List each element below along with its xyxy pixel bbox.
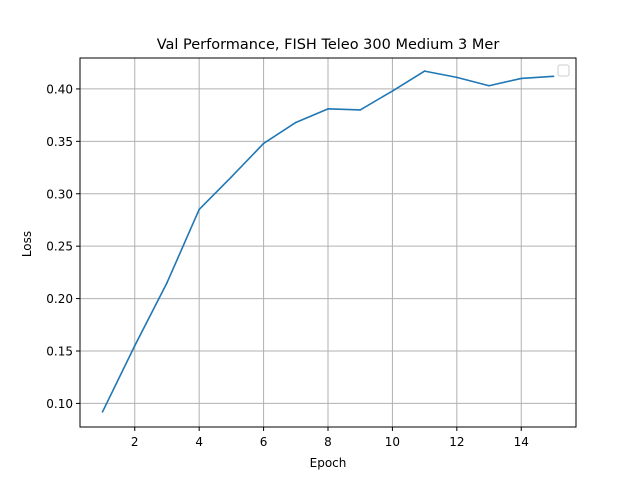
y-tick-label: 0.10 [46,397,73,411]
y-tick-label: 0.30 [46,187,73,201]
y-axis-label: Loss [20,231,34,257]
data-point [359,109,362,111]
grid [80,58,576,427]
data-point [166,282,168,284]
x-tick-label: 4 [195,435,203,449]
y-tick-label: 0.35 [46,135,73,149]
data-point [101,411,104,413]
data-point [488,84,490,87]
data-point [262,142,265,145]
data-point [327,108,329,110]
x-tick-label: 10 [385,435,400,449]
x-axis-label: Epoch [310,456,347,470]
data-point [456,76,458,79]
x-tick-label: 6 [260,435,268,449]
data-point [230,176,233,178]
chart-title: Val Performance, FISH Teleo 300 Medium 3… [157,37,500,53]
data-point [294,121,297,124]
y-tick-label: 0.25 [46,240,73,254]
x-tick-label: 2 [131,435,139,449]
data-point [520,77,523,80]
legend-box [557,64,570,77]
x-tick-label: 12 [449,435,464,449]
x-tick-label: 14 [514,435,529,449]
data-point [552,75,555,78]
ticks: 2 4 6 8 10 12 14 0.10 0.15 0.20 0.25 0.30 0.35 0.40 [46,82,529,449]
data-point [423,70,426,72]
y-tick-label: 0.40 [46,82,73,96]
x-tick-label: 8 [324,435,332,449]
data-point [391,90,394,92]
data-point [133,344,136,347]
data-point [198,208,200,211]
y-tick-label: 0.20 [46,292,73,306]
y-tick-label: 0.15 [46,344,73,358]
series-layer [101,70,555,413]
